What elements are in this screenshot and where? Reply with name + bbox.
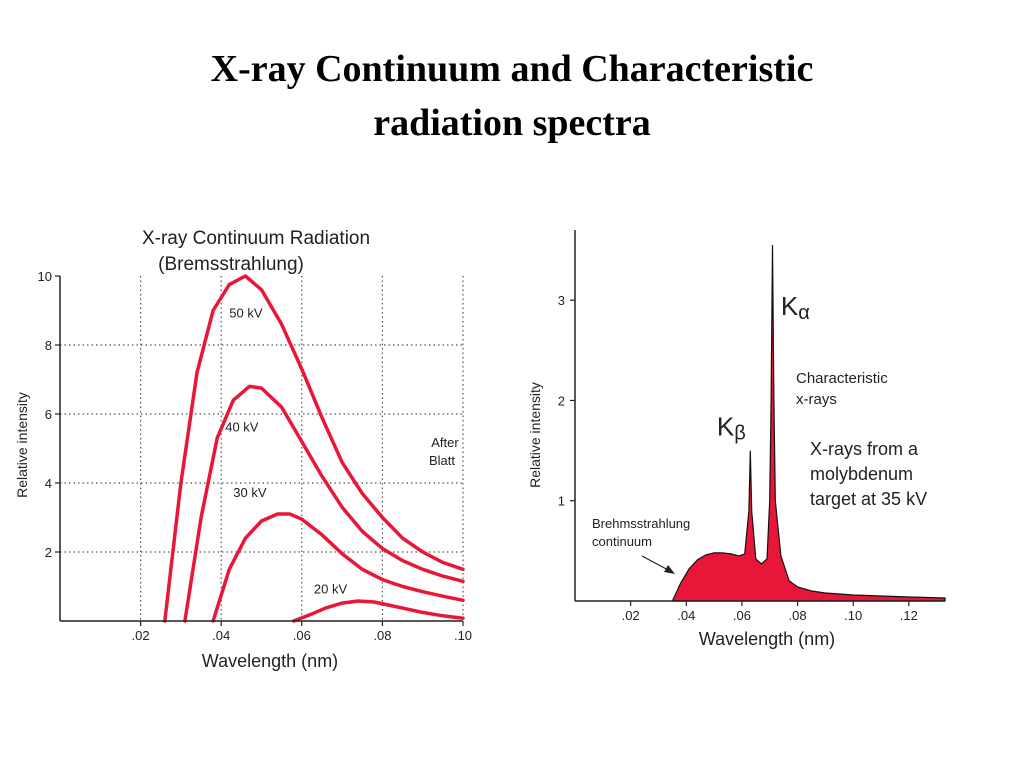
- x-tick-label: .06: [733, 608, 751, 623]
- spectrum-x-ticks: .02 .04 .06 .08 .10 .12: [622, 601, 918, 623]
- series-line-20-kv: [291, 599, 465, 623]
- x-tick-label: .02: [132, 628, 150, 643]
- slide-title: X-ray Continuum and Characteristic radia…: [0, 42, 1024, 150]
- series-label: 40 kV: [225, 419, 259, 434]
- continuum-arrow-line: [641, 555, 671, 572]
- continuum-x-axis-label: Wavelength (nm): [202, 651, 338, 671]
- continuum-label-line-2: continuum: [592, 534, 652, 549]
- slide-title-line-1: X-ray Continuum and Characteristic: [210, 48, 814, 90]
- continuum-x-ticks: .02 .04 .06 .08 .10: [132, 621, 472, 643]
- peak-label-k-beta: Kβ: [717, 412, 746, 445]
- y-tick-label: 6: [45, 407, 52, 422]
- y-tick-label: 2: [45, 545, 52, 560]
- series-label: 50 kV: [229, 305, 263, 320]
- spectrum-x-axis-label: Wavelength (nm): [699, 629, 835, 649]
- continuum-arrow-head: [664, 565, 675, 574]
- series-line-30-kv: [211, 512, 465, 623]
- y-tick-label: 1: [558, 494, 565, 509]
- x-tick-label: .08: [373, 628, 391, 643]
- continuum-chart-subtitle: (Bremsstrahlung): [158, 254, 304, 275]
- after-blatt-line-2: Blatt: [429, 453, 455, 468]
- x-tick-label: .04: [677, 608, 695, 623]
- continuum-y-axis-label: Relative intensity: [14, 392, 30, 498]
- continuum-grid: [60, 276, 464, 621]
- characteristic-label-line-2: x-rays: [796, 391, 837, 408]
- y-tick-label: 10: [38, 269, 52, 284]
- continuum-curves: [163, 274, 465, 623]
- peak-labels: Kα Kβ: [717, 291, 810, 444]
- y-tick-label: 8: [45, 338, 52, 353]
- x-tick-label: .02: [622, 608, 640, 623]
- continuum-curve-labels: 50 kV 40 kV 30 kV 20 kV: [225, 305, 347, 596]
- x-tick-label: .12: [900, 608, 918, 623]
- spectrum-y-axis-label: Relative intensity: [527, 382, 543, 488]
- series-line-40-kv: [183, 384, 465, 623]
- target-label-line-3: target at 35 kV: [810, 489, 927, 509]
- continuum-label-line-1: Brehmsstrahlung: [592, 516, 690, 531]
- x-tick-label: .10: [844, 608, 862, 623]
- after-blatt-line-1: After: [431, 435, 459, 450]
- series-label: 20 kV: [314, 581, 348, 596]
- spectrum-area: [671, 244, 946, 602]
- x-tick-label: .08: [789, 608, 807, 623]
- y-tick-label: 3: [558, 293, 565, 308]
- y-tick-label: 2: [558, 393, 565, 408]
- peak-label-k-alpha: Kα: [781, 291, 810, 324]
- x-tick-label: .04: [212, 628, 230, 643]
- series-line-50-kv: [163, 274, 465, 623]
- characteristic-label-line-1: Characteristic: [796, 370, 888, 387]
- spectrum-y-ticks: 1 2 3: [558, 293, 575, 509]
- x-tick-label: .10: [454, 628, 472, 643]
- y-tick-label: 4: [45, 476, 52, 491]
- continuum-chart: X-ray Continuum Radiation (Bremsstrahlun…: [14, 228, 472, 671]
- continuum-y-ticks: 2 4 6 8 10: [38, 269, 60, 560]
- continuum-chart-title: X-ray Continuum Radiation: [142, 228, 370, 249]
- x-tick-label: .06: [293, 628, 311, 643]
- slide-title-line-2: radiation spectra: [373, 102, 651, 144]
- target-label-line-1: X-rays from a: [810, 439, 919, 459]
- series-label: 30 kV: [233, 485, 267, 500]
- target-label-line-2: molybdenum: [810, 464, 913, 484]
- characteristic-chart: 1 2 3 .02 .04 .06 .08 .10 .12 Wavelength (nm) R…: [527, 230, 946, 649]
